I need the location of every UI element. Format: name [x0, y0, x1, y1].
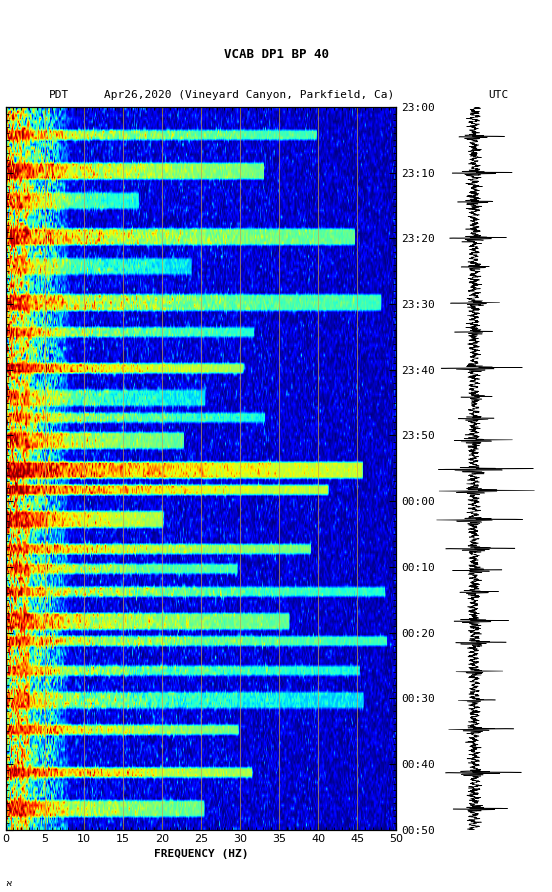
- Text: PDT: PDT: [49, 90, 69, 100]
- X-axis label: FREQUENCY (HZ): FREQUENCY (HZ): [153, 848, 248, 859]
- Text: USGS: USGS: [14, 15, 52, 28]
- Text: א: א: [6, 878, 12, 888]
- Text: Apr26,2020 (Vineyard Canyon, Parkfield, Ca): Apr26,2020 (Vineyard Canyon, Parkfield, …: [104, 90, 394, 100]
- Text: VCAB DP1 BP 40: VCAB DP1 BP 40: [224, 48, 328, 62]
- Text: UTC: UTC: [489, 90, 508, 100]
